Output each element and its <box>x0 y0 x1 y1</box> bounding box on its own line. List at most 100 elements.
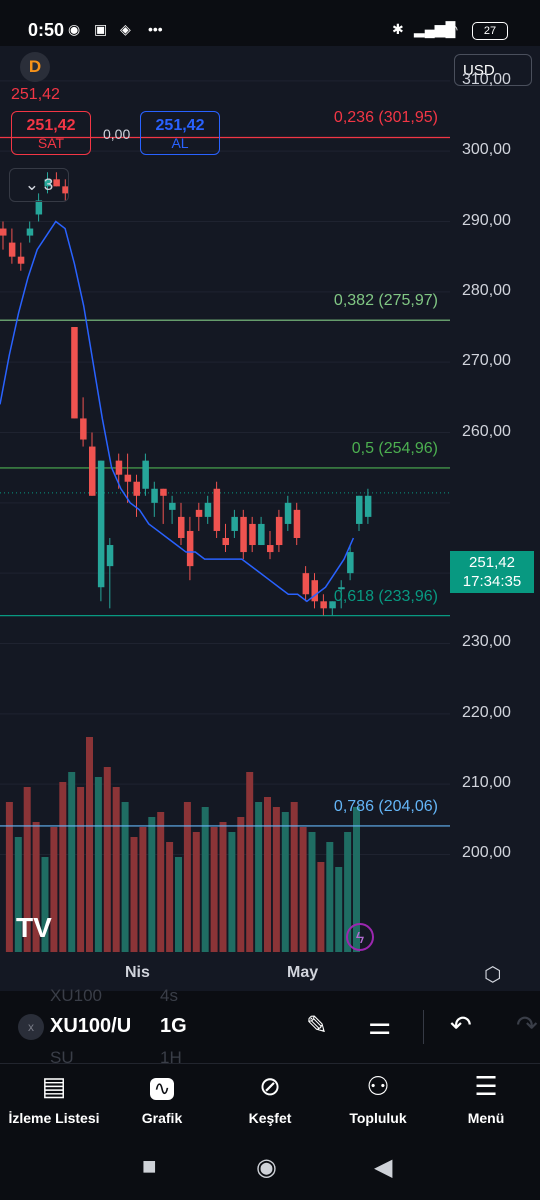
flash-icon[interactable]: ϟ <box>346 923 374 951</box>
volume-bar <box>192 832 200 952</box>
price-axis-label: 260,00 <box>462 422 511 440</box>
candle-body <box>258 523 265 546</box>
home-button[interactable]: ◉ <box>256 1154 277 1181</box>
volume-bar <box>183 802 191 952</box>
volume-bar <box>272 807 280 952</box>
volume-bar <box>308 832 316 952</box>
watchlist-icon: ▤ <box>41 1071 67 1101</box>
volume-bar <box>335 867 343 952</box>
volume-bar <box>219 822 227 952</box>
price-axis-label: 290,00 <box>462 211 511 229</box>
volume-bar <box>112 787 120 952</box>
volume-bar <box>68 772 76 952</box>
fib-level-label: 0,382 (275,97) <box>333 292 438 310</box>
candle-body <box>231 516 238 531</box>
battery-icon: 27 <box>472 22 508 40</box>
candle-body <box>302 573 310 595</box>
nav-label: Grafik <box>141 1110 183 1126</box>
chevron-down-icon: ⌄ <box>24 175 40 194</box>
nav-explore[interactable]: ⊘ Keşfet <box>216 1068 324 1126</box>
volume-bar <box>228 832 236 952</box>
back-button[interactable]: ◀ <box>374 1154 393 1181</box>
currency-selector[interactable]: USD <box>454 54 532 86</box>
symbol-selector[interactable]: XU100/U <box>50 1015 132 1037</box>
candle-body <box>35 200 43 215</box>
nav-chart[interactable]: ∿ Grafik <box>108 1068 216 1126</box>
whatsapp-icon: ◉ <box>68 21 81 37</box>
nav-community[interactable]: ⚇ Topluluk <box>324 1068 432 1126</box>
volume-bar <box>317 862 325 952</box>
undo-icon[interactable]: ↶ <box>450 1010 472 1040</box>
buy-button[interactable]: 251,42 AL <box>140 111 220 155</box>
volume-bar <box>94 777 102 952</box>
nav-watchlist[interactable]: ▤ İzleme Listesi <box>0 1068 108 1126</box>
candle-body <box>80 418 87 440</box>
volume-bar <box>50 827 58 952</box>
nav-label: Menü <box>467 1110 505 1126</box>
candle-body <box>160 488 167 496</box>
candle-body <box>275 516 283 546</box>
candle-body <box>0 228 7 236</box>
volume-bar <box>210 827 218 952</box>
price-chart[interactable] <box>0 46 540 991</box>
system-navigation-bar <box>0 1138 540 1200</box>
candle-body <box>195 509 203 517</box>
compass-icon: ⊘ <box>259 1071 281 1101</box>
volume-bar <box>148 817 156 952</box>
volume-bar <box>201 807 209 952</box>
price-axis-label: 270,00 <box>462 352 511 370</box>
nav-menu[interactable]: ☰ Menü <box>432 1068 540 1126</box>
settings-hex-icon[interactable]: ⬡ <box>484 964 502 986</box>
candle-body <box>222 537 229 546</box>
price-axis-label: 210,00 <box>462 774 511 792</box>
volume-bar <box>130 837 138 952</box>
close-symbol-icon[interactable]: x <box>18 1014 44 1040</box>
sell-price: 251,42 <box>26 117 76 134</box>
community-icon: ⚇ <box>366 1071 390 1101</box>
more-notifications-icon: ••• <box>148 21 163 37</box>
volume-bar <box>326 842 334 952</box>
volume-bar <box>32 822 40 952</box>
recent-apps-button[interactable]: ■ <box>142 1153 157 1180</box>
price-axis-label: 310,00 <box>462 70 511 88</box>
indicator-settings-icon[interactable]: ⚌ <box>368 1010 392 1040</box>
indicators-toggle[interactable]: ⌄ 3 <box>9 168 69 202</box>
volume-bar <box>5 802 13 952</box>
redo-icon[interactable]: ↷ <box>516 1010 538 1040</box>
candle-body <box>311 580 318 602</box>
volume-bar <box>59 782 67 952</box>
candle-body <box>133 481 140 496</box>
candle-body <box>115 460 123 475</box>
candle-body <box>44 179 51 187</box>
layers-icon: ◈ <box>120 21 131 37</box>
candle-body <box>329 601 336 609</box>
candle-body <box>347 552 354 574</box>
buy-label: AL <box>171 135 189 151</box>
candle-body <box>26 228 34 236</box>
volume-bar <box>255 802 263 952</box>
volume-bar <box>353 807 360 952</box>
volume-bar <box>157 812 165 952</box>
price-axis-label: 230,00 <box>462 633 511 651</box>
symbol-logo[interactable]: D <box>20 52 50 82</box>
chart-area[interactable] <box>0 46 540 991</box>
chart-icon: ∿ <box>108 1068 216 1104</box>
interval-selector[interactable]: 1G <box>160 1015 187 1037</box>
candle-body <box>293 509 301 538</box>
candle-body <box>97 460 105 588</box>
volume-bar <box>139 827 147 952</box>
signal-icon: ▂▄▆█ <box>414 21 456 37</box>
candle-body <box>249 523 256 546</box>
candle-body <box>142 460 149 489</box>
candle-body <box>284 502 292 524</box>
menu-icon: ☰ <box>474 1071 498 1101</box>
price-axis-label: 280,00 <box>462 281 511 299</box>
drawing-pen-icon[interactable]: ✎ <box>306 1010 328 1040</box>
indicators-count: 3 <box>43 175 54 194</box>
chart-toolbar <box>0 991 540 1063</box>
candle-body <box>213 488 221 531</box>
sell-button[interactable]: 251,42 SAT <box>11 111 91 155</box>
ghost-interval-above: 4s <box>160 986 178 1005</box>
volume-bar <box>290 802 298 952</box>
volume-bar <box>264 797 271 952</box>
